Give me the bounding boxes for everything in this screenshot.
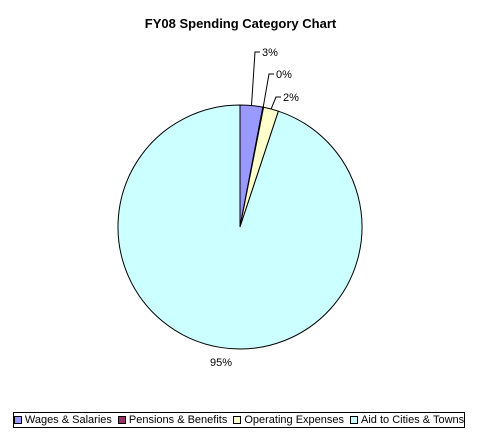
slice-label: 0% [276, 69, 292, 81]
legend-label: Operating Expenses [244, 414, 345, 426]
legend-label: Wages & Salaries [24, 414, 112, 426]
leader-line [270, 96, 281, 110]
legend-swatch [117, 416, 126, 424]
leader-line [262, 73, 274, 108]
pie-slice [117, 104, 363, 350]
legend: Wages & Salaries Pensions & Benefits Opera… [13, 412, 465, 428]
leader-line [251, 51, 260, 106]
legend-item: Operating Expenses [233, 414, 344, 426]
legend-item: Aid to Cities & Towns [350, 414, 464, 426]
legend-swatch [350, 416, 359, 424]
legend-item: Pensions & Benefits [117, 414, 228, 426]
legend-swatch [13, 416, 22, 424]
slice-label: 95% [210, 357, 232, 369]
legend-label: Aid to Cities & Towns [361, 414, 465, 426]
legend-swatch [233, 416, 242, 424]
legend-item: Wages & Salaries [13, 414, 112, 426]
slice-label: 2% [283, 92, 299, 104]
legend-label: Pensions & Benefits [128, 414, 228, 426]
chart-title: FY08 Spending Category Chart [144, 16, 337, 31]
slice-label: 3% [262, 47, 278, 59]
